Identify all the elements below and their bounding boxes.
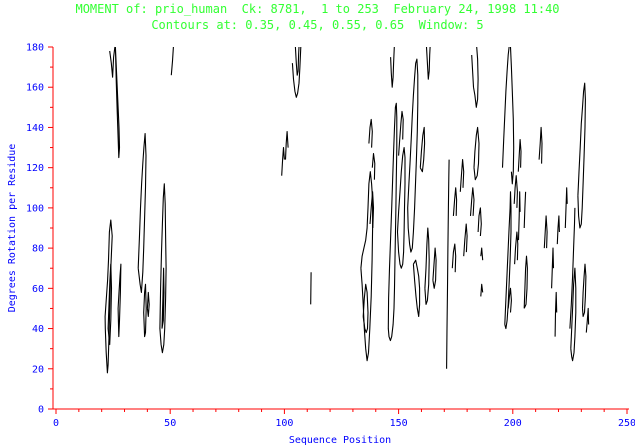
contour-line — [480, 283, 484, 297]
contour-lines — [104, 46, 590, 374]
y-tick-label: 100 — [26, 203, 44, 214]
contour-line — [513, 175, 518, 208]
chart-title: MOMENT of: prio_human Ck: 8781, 1 to 253… — [75, 2, 560, 16]
x-tick-label: 150 — [390, 418, 408, 429]
y-tick-label: 40 — [32, 324, 44, 335]
contour-line — [412, 259, 421, 318]
contour-line — [471, 46, 479, 108]
contour-line — [407, 58, 419, 253]
chart-subtitle: Contours at: 0.35, 0.45, 0.55, 0.65 Wind… — [151, 18, 484, 32]
contour-line — [284, 130, 289, 160]
contour-line — [509, 46, 515, 185]
contour-line — [137, 132, 147, 293]
y-tick-label: 0 — [38, 405, 44, 416]
y-tick-label: 20 — [32, 364, 44, 375]
contour-line — [538, 126, 543, 164]
contour-line — [551, 247, 555, 289]
contour-line — [107, 263, 113, 346]
contour-line — [369, 191, 375, 229]
contour-line — [396, 147, 406, 269]
y-tick-label: 160 — [26, 83, 44, 94]
contour-line — [514, 231, 519, 265]
contour-line — [523, 191, 527, 229]
contour-line — [581, 263, 587, 318]
contour-line — [360, 171, 374, 362]
contour-line — [523, 255, 528, 309]
contour-line — [117, 263, 122, 338]
contour-line — [556, 215, 560, 245]
contour-line — [473, 126, 480, 181]
contour-line — [146, 291, 150, 318]
contour-line — [451, 243, 457, 273]
contour-line — [469, 187, 475, 216]
contour-line — [398, 110, 404, 156]
contour-line — [419, 126, 426, 173]
contour-line — [109, 46, 116, 78]
contour-line — [170, 46, 174, 76]
contour-line — [390, 46, 395, 88]
y-tick-label: 180 — [26, 43, 44, 54]
contour-line — [517, 138, 522, 172]
contour-line — [424, 227, 430, 305]
y-axis-title: Degrees Rotation per Residue — [7, 144, 18, 313]
contour-line — [446, 159, 450, 369]
contour-line — [368, 118, 373, 148]
contour-line — [281, 147, 285, 176]
x-tick-label: 0 — [53, 418, 59, 429]
y-tick-label: 120 — [26, 163, 44, 174]
contour-line — [459, 159, 465, 192]
x-tick-label: 250 — [618, 418, 635, 429]
contour-line — [161, 267, 165, 329]
y-axis-ticks: 0 20 40 60 80 100 120 140 160 180 — [26, 43, 53, 416]
contour-line — [114, 46, 121, 159]
y-tick-label: 80 — [32, 244, 44, 255]
contour-line — [452, 187, 458, 216]
contour-line — [143, 283, 147, 338]
y-tick-label: 60 — [32, 284, 44, 295]
x-tick-label: 100 — [275, 418, 293, 429]
contour-line — [159, 183, 167, 354]
contour-line — [294, 46, 300, 76]
contour-line — [507, 287, 512, 313]
contour-line — [569, 207, 576, 329]
contour-line — [504, 191, 512, 330]
contour-line — [432, 247, 437, 289]
contour-line — [291, 46, 302, 98]
contour-line — [501, 46, 510, 168]
contour-line — [463, 223, 468, 257]
contour-line — [585, 307, 590, 333]
x-tick-label: 200 — [504, 418, 522, 429]
contour-line — [362, 283, 369, 334]
contour-line — [477, 207, 482, 237]
x-axis-title: Sequence Position — [289, 435, 391, 446]
contour-line — [517, 191, 521, 241]
contour-line — [564, 187, 568, 229]
contour-line — [480, 247, 484, 261]
contour-line — [371, 153, 376, 180]
y-tick-label: 140 — [26, 123, 44, 134]
x-axis-ticks: 0 50 100 150 200 250 — [53, 409, 635, 429]
contour-line — [543, 215, 548, 249]
contour-line — [577, 82, 586, 229]
x-tick-label: 50 — [164, 418, 176, 429]
contour-line — [570, 267, 577, 362]
contour-line — [387, 102, 398, 342]
contour-line — [554, 291, 558, 337]
contour-line — [425, 46, 431, 80]
